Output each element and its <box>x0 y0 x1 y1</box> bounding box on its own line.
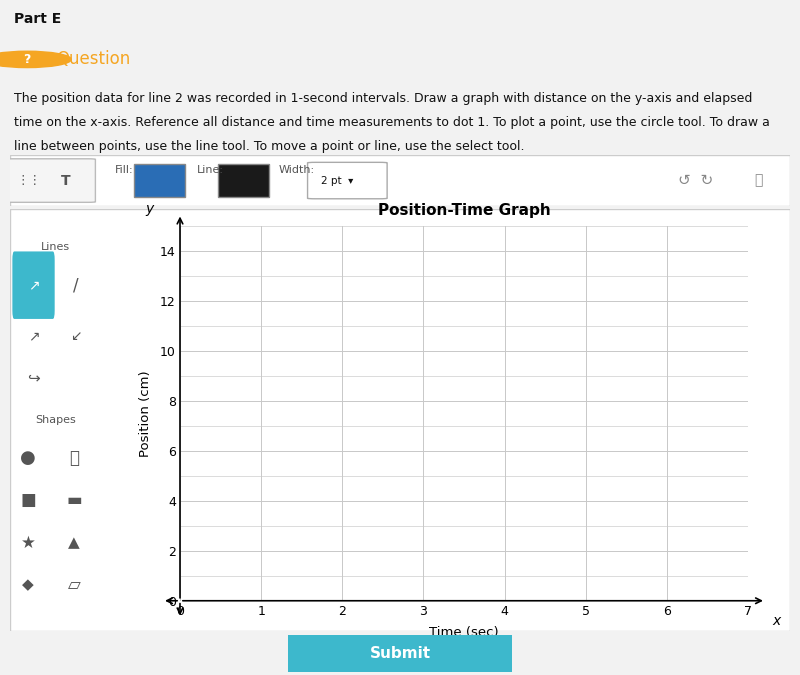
Text: ↺  ↻: ↺ ↻ <box>678 173 714 188</box>
Text: ↗: ↗ <box>28 329 39 343</box>
Text: ⋮⋮: ⋮⋮ <box>17 174 42 187</box>
FancyBboxPatch shape <box>134 164 185 197</box>
Text: ↪: ↪ <box>27 371 40 385</box>
Text: y: y <box>145 202 154 215</box>
Text: Fill:: Fill: <box>115 165 134 176</box>
FancyBboxPatch shape <box>12 252 54 319</box>
Text: 2 pt  ▾: 2 pt ▾ <box>321 176 354 186</box>
Circle shape <box>0 51 71 68</box>
Text: ▲: ▲ <box>68 535 80 550</box>
Text: Width:: Width: <box>278 165 315 176</box>
FancyBboxPatch shape <box>6 159 95 202</box>
Text: ?: ? <box>23 53 31 66</box>
Text: time on the x-axis. Reference all distance and time measurements to dot 1. To pl: time on the x-axis. Reference all distan… <box>14 116 770 129</box>
Text: ↙: ↙ <box>70 329 82 343</box>
Text: ◆: ◆ <box>22 577 34 592</box>
Text: Shapes: Shapes <box>35 415 76 425</box>
Text: Part E: Part E <box>14 12 62 26</box>
Text: Submit: Submit <box>370 645 430 661</box>
Text: line between points, use the line tool. To move a point or line, use the select : line between points, use the line tool. … <box>14 140 525 153</box>
Title: Position-Time Graph: Position-Time Graph <box>378 203 550 218</box>
FancyBboxPatch shape <box>10 155 790 206</box>
FancyBboxPatch shape <box>10 209 790 631</box>
Text: ★: ★ <box>21 533 35 551</box>
Text: Lines: Lines <box>41 242 70 252</box>
FancyBboxPatch shape <box>307 163 387 199</box>
Text: T: T <box>61 173 70 188</box>
Text: ⬭: ⬭ <box>69 449 79 467</box>
FancyBboxPatch shape <box>277 632 523 674</box>
Y-axis label: Position (cm): Position (cm) <box>138 370 152 457</box>
Text: ●: ● <box>20 449 36 467</box>
Text: /: / <box>73 276 78 294</box>
Text: ▱: ▱ <box>68 576 80 594</box>
Text: ▬: ▬ <box>66 491 82 510</box>
Text: Line:: Line: <box>197 165 224 176</box>
Text: x: x <box>772 614 781 628</box>
FancyBboxPatch shape <box>218 164 269 197</box>
Text: Question: Question <box>56 51 130 68</box>
Text: 🗑: 🗑 <box>754 173 762 188</box>
Text: ↗: ↗ <box>28 278 39 292</box>
Text: The position data for line 2 was recorded in 1-second intervals. Draw a graph wi: The position data for line 2 was recorde… <box>14 92 753 105</box>
X-axis label: Time (sec): Time (sec) <box>429 626 499 639</box>
Text: ■: ■ <box>20 491 36 510</box>
